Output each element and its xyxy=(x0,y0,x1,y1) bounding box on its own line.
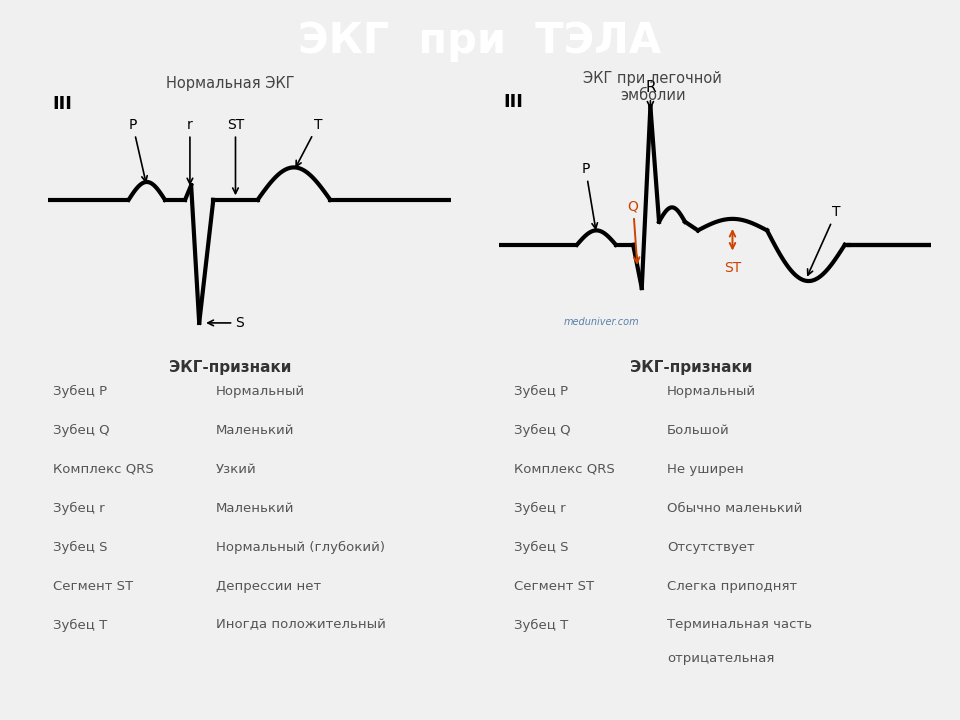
Text: Большой: Большой xyxy=(667,424,730,437)
Text: Зубец S: Зубец S xyxy=(514,541,568,554)
Text: P: P xyxy=(129,117,147,181)
Text: S: S xyxy=(235,316,244,330)
Text: ЭКГ-признаки: ЭКГ-признаки xyxy=(169,360,292,375)
Text: Сегмент ST: Сегмент ST xyxy=(514,580,593,593)
Text: Зубец r: Зубец r xyxy=(53,502,105,515)
Text: Q: Q xyxy=(628,199,639,263)
Text: Маленький: Маленький xyxy=(216,424,295,437)
Text: Зубец T: Зубец T xyxy=(53,618,108,631)
Text: Зубец Q: Зубец Q xyxy=(53,424,109,437)
Text: Нормальная ЭКГ: Нормальная ЭКГ xyxy=(166,76,295,91)
Text: Зубец T: Зубец T xyxy=(514,618,568,631)
Text: Комплекс QRS: Комплекс QRS xyxy=(514,463,614,476)
Text: T: T xyxy=(296,117,323,166)
Text: Нормальный (глубокий): Нормальный (глубокий) xyxy=(216,541,385,554)
Text: ЭКГ-признаки: ЭКГ-признаки xyxy=(630,360,753,375)
Text: T: T xyxy=(807,205,840,275)
Text: ЭКГ при легочной
эмболии: ЭКГ при легочной эмболии xyxy=(584,71,722,103)
Text: III: III xyxy=(52,95,72,113)
Text: Иногда положительный: Иногда положительный xyxy=(216,618,386,631)
Text: Зубец r: Зубец r xyxy=(514,502,565,515)
Text: Терминальная часть: Терминальная часть xyxy=(667,618,812,631)
Text: R: R xyxy=(645,80,656,108)
Text: Не уширен: Не уширен xyxy=(667,463,744,476)
Text: отрицательная: отрицательная xyxy=(667,652,775,665)
Text: Слегка приподнят: Слегка приподнят xyxy=(667,580,798,593)
Text: Маленький: Маленький xyxy=(216,502,295,515)
Text: ЭКГ  при  ТЭЛА: ЭКГ при ТЭЛА xyxy=(299,20,661,63)
Text: Нормальный: Нормальный xyxy=(667,385,756,398)
Text: Отсутствует: Отсутствует xyxy=(667,541,755,554)
Text: Зубец Q: Зубец Q xyxy=(514,424,570,437)
Text: Зубец S: Зубец S xyxy=(53,541,108,554)
Text: meduniver.com: meduniver.com xyxy=(564,318,639,328)
Text: Сегмент ST: Сегмент ST xyxy=(53,580,132,593)
Text: Зубец P: Зубец P xyxy=(514,385,567,398)
Text: Узкий: Узкий xyxy=(216,463,256,476)
Text: ST: ST xyxy=(724,261,741,274)
Text: III: III xyxy=(504,93,523,111)
Text: Зубец P: Зубец P xyxy=(53,385,107,398)
Text: r: r xyxy=(187,117,193,184)
Text: ST: ST xyxy=(227,117,244,194)
Text: Депрессии нет: Депрессии нет xyxy=(216,580,322,593)
Text: P: P xyxy=(582,162,597,229)
Text: Комплекс QRS: Комплекс QRS xyxy=(53,463,154,476)
Text: Обычно маленький: Обычно маленький xyxy=(667,502,803,515)
Text: Нормальный: Нормальный xyxy=(216,385,305,398)
